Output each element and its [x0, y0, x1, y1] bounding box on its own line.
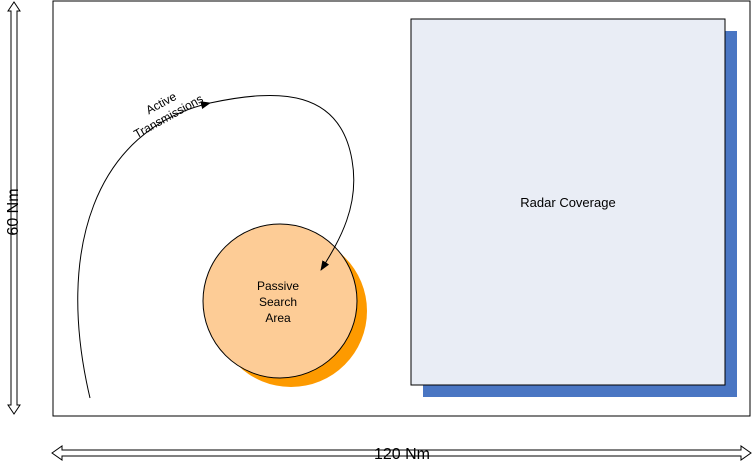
active-transmission-arc-return [209, 95, 355, 271]
radar-coverage-label: Radar Coverage [520, 195, 615, 210]
radar-coverage-box [410, 18, 726, 386]
height-dimension-arrow [7, 1, 21, 415]
height-dimension-label: 60 Nm [5, 188, 22, 235]
passive-search-label-line3: Area [265, 311, 291, 325]
passive-search-label-line1: Passive [257, 279, 299, 293]
width-dimension-label: 120 Nm [374, 446, 430, 463]
passive-search-label-line2: Search [259, 295, 297, 309]
active-transmission-arc [77, 101, 211, 399]
width-dimension-arrow [51, 445, 752, 461]
passive-search-area [202, 223, 358, 379]
